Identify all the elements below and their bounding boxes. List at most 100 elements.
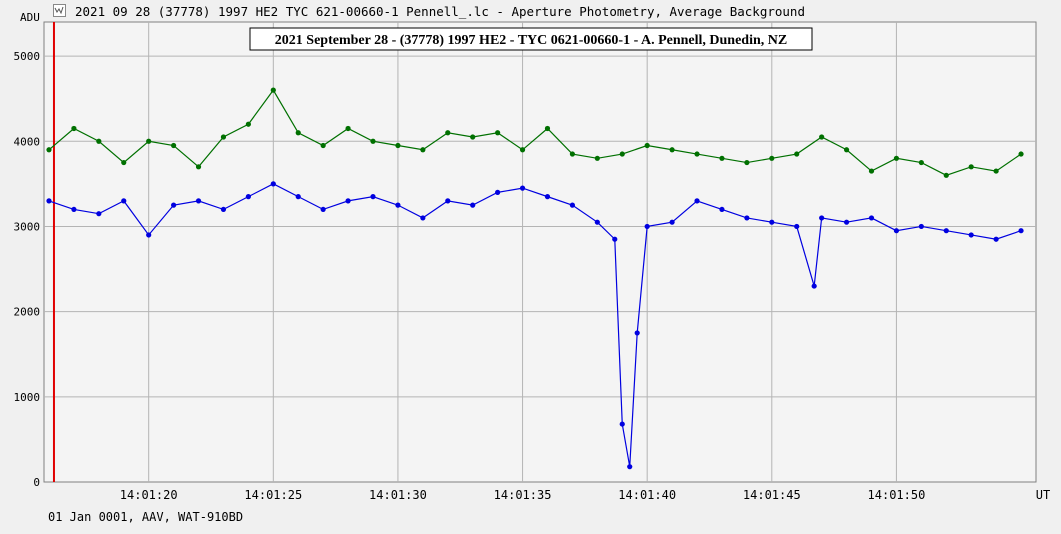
- y-axis-label: ADU: [20, 11, 40, 24]
- x-tick-labels: 14:01:20 14:01:25 14:01:30 14:01:35 14:01:40…: [120, 488, 926, 502]
- x-tick-label: 14:01:20: [120, 488, 178, 502]
- series-1-point: [295, 130, 301, 136]
- series-1-point: [1018, 151, 1024, 157]
- series-2-point: [843, 219, 850, 225]
- series-1-point: [171, 142, 177, 149]
- window-title: 2021 09 28 (37778) 1997 HE2 TYC 621-0066…: [75, 4, 805, 19]
- series-1-point: [96, 138, 102, 144]
- series-2-point: [445, 198, 451, 204]
- series-1: [46, 87, 1024, 178]
- series-2-point: [470, 202, 476, 208]
- series-1-point: [744, 159, 750, 166]
- series-2-point: [644, 223, 650, 230]
- series-1-point: [345, 125, 351, 132]
- series-1-point: [669, 147, 675, 153]
- series-2-point: [619, 421, 625, 427]
- series-2-point: [819, 215, 825, 221]
- series-2-point: [993, 236, 999, 242]
- series-1-point: [121, 159, 127, 166]
- series-2-point: [968, 232, 974, 238]
- series-2-point: [46, 198, 52, 204]
- series-1-point: [819, 134, 825, 140]
- series-2-point: [627, 464, 633, 470]
- series-2-point: [96, 211, 102, 217]
- series-1-point: [146, 138, 152, 144]
- series-1-point: [868, 168, 875, 174]
- series-2-point: [121, 198, 127, 204]
- x-axis-unit: UT: [1036, 488, 1050, 502]
- series-1-point: [46, 147, 52, 153]
- series-1-point: [320, 142, 326, 149]
- series-1-point: [195, 164, 202, 170]
- series-1-point: [445, 130, 451, 136]
- series-2-point: [612, 236, 618, 242]
- lightcurve-app-icon[interactable]: [53, 4, 66, 17]
- series-2-point: [811, 283, 817, 289]
- series-2-point: [270, 181, 276, 187]
- series-2: [46, 181, 1024, 470]
- series-1-point: [943, 172, 949, 178]
- series-1-point: [993, 168, 999, 174]
- series-2-point: [634, 330, 640, 336]
- series-1-point: [370, 138, 376, 144]
- series-2-point: [694, 198, 700, 204]
- series-2-point: [594, 219, 600, 225]
- series-1-point: [495, 130, 501, 136]
- y-tick-label: 1000: [14, 391, 41, 404]
- x-tick-label: 14:01:30: [369, 488, 427, 502]
- series-1-point: [395, 142, 401, 149]
- series-1-point: [769, 155, 775, 161]
- series-1-point: [519, 147, 526, 153]
- series-2-point: [495, 189, 501, 195]
- series-2-point: [794, 223, 800, 230]
- series-1-point: [843, 147, 850, 153]
- x-tick-label: 14:01:50: [868, 488, 926, 502]
- series-2-point: [171, 202, 177, 208]
- series-layer: [46, 87, 1024, 470]
- series-1-point: [694, 151, 700, 157]
- series-1-point: [470, 134, 476, 140]
- series-2-point: [719, 206, 725, 213]
- y-tick-labels: 0 1000 2000 3000 4000 5000: [14, 50, 41, 489]
- series-2-point: [71, 206, 77, 213]
- grid-lines: [44, 22, 1036, 482]
- series-2-line: [48, 183, 1022, 467]
- x-tick-label: 14:01:40: [618, 488, 676, 502]
- series-2-point: [943, 228, 949, 234]
- series-2-point: [544, 194, 551, 200]
- x-tick-label: 14:01:35: [494, 488, 552, 502]
- series-2-point: [320, 206, 326, 213]
- footer-info: 01 Jan 0001, AAV, WAT-910BD: [48, 510, 244, 524]
- y-tick-label: 4000: [14, 135, 41, 148]
- series-1-point: [918, 159, 924, 166]
- plot-area: [43, 21, 1037, 483]
- series-2-point: [195, 198, 202, 204]
- chart-title: 2021 September 28 - (37778) 1997 HE2 - T…: [275, 33, 787, 48]
- window-header: 2021 09 28 (37778) 1997 HE2 TYC 621-0066…: [0, 0, 1061, 22]
- y-tick-label: 3000: [14, 220, 41, 233]
- x-tick-label: 14:01:45: [743, 488, 801, 502]
- series-2-point: [395, 202, 401, 208]
- series-1-point: [594, 155, 600, 161]
- series-1-point: [719, 155, 725, 161]
- series-1-point: [245, 121, 251, 127]
- series-1-point: [794, 151, 800, 157]
- series-2-point: [569, 202, 576, 208]
- series-2-point: [918, 223, 924, 230]
- series-1-point: [220, 134, 227, 140]
- series-2-point: [669, 219, 675, 225]
- series-1-point: [544, 125, 551, 132]
- x-tick-label: 14:01:25: [244, 488, 302, 502]
- series-1-point: [644, 142, 650, 149]
- series-2-point: [519, 185, 526, 191]
- y-tick-label: 2000: [14, 306, 41, 319]
- series-2-point: [893, 228, 900, 234]
- chart-title-box: 2021 September 28 - (37778) 1997 HE2 - T…: [249, 27, 813, 51]
- series-1-point: [619, 151, 625, 157]
- series-1-point: [968, 164, 974, 170]
- series-2-point: [370, 194, 376, 200]
- y-tick-label: 0: [33, 476, 40, 489]
- series-2-point: [146, 232, 152, 238]
- series-2-point: [769, 219, 775, 225]
